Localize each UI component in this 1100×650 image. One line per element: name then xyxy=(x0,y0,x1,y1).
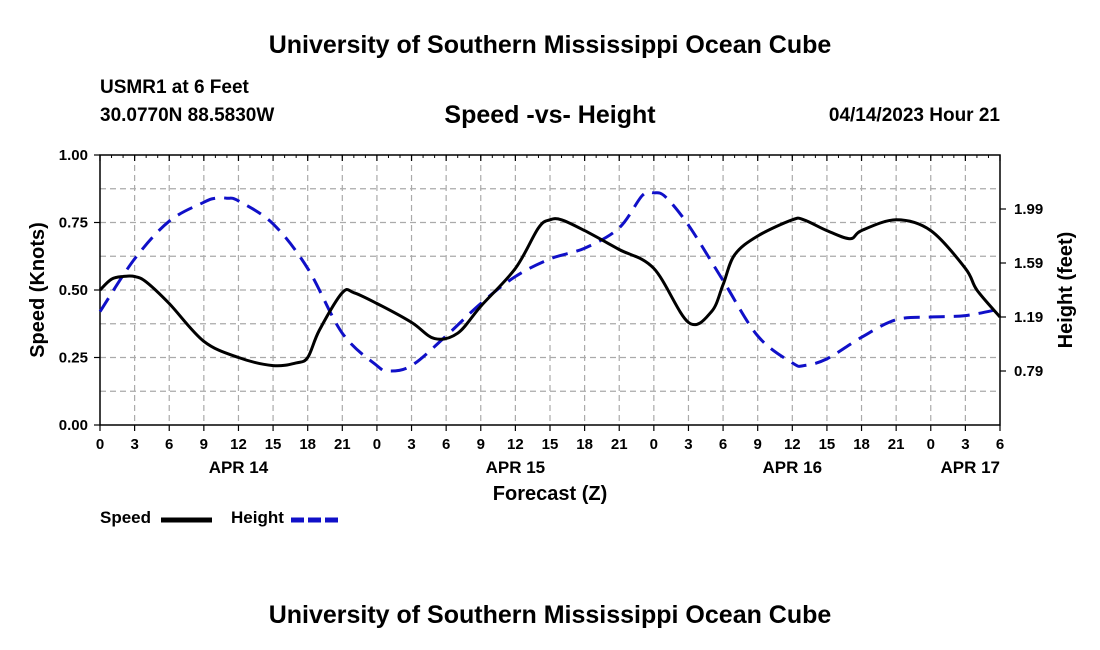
x-tick-label: 0 xyxy=(650,436,658,453)
chart-title: Speed -vs- Height xyxy=(444,101,656,129)
x-tick-label: 15 xyxy=(542,436,559,453)
x-tick-label: 12 xyxy=(507,436,524,453)
y-right-tick-label: 1.99 xyxy=(1014,201,1043,218)
x-tick-label: 0 xyxy=(373,436,381,453)
date-label: APR 16 xyxy=(763,458,823,477)
speed-series-line xyxy=(98,216,1002,368)
axis-labels: 0 3 6 9 12 15 18 21 0 3 6 9 12 15 18 21 0 3 6 9 12 15 18 21 0 3 6 0… xyxy=(59,147,1043,477)
y-left-tick-label: 0.00 xyxy=(59,417,88,434)
page-title: University of Southern Mississippi Ocean… xyxy=(268,31,832,59)
x-tick-label: 21 xyxy=(334,436,351,453)
x-tick-label: 6 xyxy=(996,436,1004,453)
y-right-tick-label: 1.59 xyxy=(1014,255,1043,272)
legend-speed-label: Speed xyxy=(100,508,152,527)
x-axis-label: Forecast (Z) xyxy=(493,483,607,505)
x-tick-label: 9 xyxy=(477,436,485,453)
footer-title: University of Southern Mississippi Ocean… xyxy=(268,601,832,629)
height-series-line xyxy=(98,190,1001,373)
y-right-tick-label: 1.19 xyxy=(1014,309,1043,326)
legend-height-label: Height xyxy=(231,508,284,527)
forecast-date: 04/14/2023 Hour 21 xyxy=(828,105,1000,126)
x-tick-label: 18 xyxy=(299,436,316,453)
x-tick-label: 6 xyxy=(442,436,450,453)
x-tick-label: 15 xyxy=(819,436,836,453)
x-tick-label: 21 xyxy=(888,436,905,453)
x-tick-label: 12 xyxy=(784,436,801,453)
y-axis-left-label: Speed (Knots) xyxy=(27,222,49,358)
x-tick-label: 3 xyxy=(130,436,138,453)
station-name: USMR1 at 6 Feet xyxy=(100,77,249,98)
y-left-tick-label: 0.25 xyxy=(59,350,88,367)
date-label: APR 17 xyxy=(940,458,1000,477)
x-tick-label: 18 xyxy=(576,436,593,453)
date-label: APR 15 xyxy=(486,458,546,477)
y-axis-right-label: Height (feet) xyxy=(1055,232,1077,349)
x-tick-label: 9 xyxy=(754,436,762,453)
x-tick-label: 6 xyxy=(719,436,727,453)
y-left-tick-label: 0.75 xyxy=(59,215,88,232)
x-tick-label: 3 xyxy=(684,436,692,453)
x-tick-label: 0 xyxy=(927,436,935,453)
x-tick-label: 0 xyxy=(96,436,104,453)
axis-ticks xyxy=(94,154,1006,431)
x-tick-label: 15 xyxy=(265,436,282,453)
y-right-tick-label: 0.79 xyxy=(1014,363,1043,380)
x-tick-label: 3 xyxy=(407,436,415,453)
chart-grid xyxy=(100,155,1000,425)
x-tick-label: 12 xyxy=(230,436,247,453)
x-tick-label: 3 xyxy=(961,436,969,453)
x-tick-label: 18 xyxy=(853,436,870,453)
x-tick-label: 9 xyxy=(200,436,208,453)
y-left-tick-label: 0.50 xyxy=(59,282,88,299)
station-coordinates: 30.0770N 88.5830W xyxy=(100,105,275,126)
date-label: APR 14 xyxy=(209,458,269,477)
x-tick-label: 6 xyxy=(165,436,173,453)
x-tick-label: 21 xyxy=(611,436,628,453)
y-left-tick-label: 1.00 xyxy=(59,147,88,164)
